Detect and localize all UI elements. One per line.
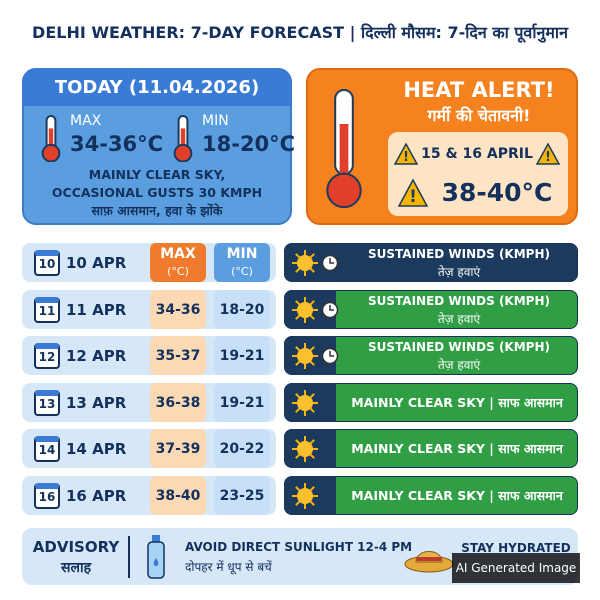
condition: MAINLY CLEAR SKY | साफ आसमान [351,395,563,410]
condition: MAINLY CLEAR SKY | साफ आसमान [351,441,563,456]
date: 16 APR [66,486,127,505]
today-summary: साफ़ आसमान, हवा के झोंके [91,202,223,218]
max-cell: 37-39 [150,429,206,468]
date: 14 APR [66,439,127,458]
thermometer-icon [41,115,61,162]
min-unit: (°C) [231,264,253,278]
condition: SUSTAINED WINDS (KMPH) [368,340,550,354]
clock-icon [321,347,339,365]
calendar-day: 13 [38,397,56,411]
min-header-cell [214,243,270,282]
calendar-day: 12 [38,350,56,364]
condition-hi: तेज़ हवाएं [437,311,481,326]
advisory-label: ADVISORY [32,538,120,556]
max-cell: 35-37 [150,336,206,375]
date: 11 APR [66,300,127,319]
max-cell: 36-38 [150,383,206,422]
date: 10 APR [66,253,127,272]
svg-text:!: ! [409,187,417,206]
bottle-icon [147,535,165,579]
max-header: MAX [160,246,196,262]
calendar-icon [34,483,60,509]
sun-icon [292,390,318,416]
calendar-icon [34,250,60,276]
calendar-day: 14 [38,443,56,457]
today-heading: TODAY (11.04.2026) [22,68,292,106]
calendar-icon [34,343,60,369]
sun-icon [292,297,318,323]
clock-icon [321,301,339,319]
warning-icon: ! [394,142,418,165]
min-value: 18-20°C [202,132,296,156]
svg-text:!: ! [545,150,551,165]
condition-hi: तेज़ हवाएं [437,264,481,279]
warning-icon: ! [536,142,560,165]
thermometer-icon [173,115,193,162]
alert-range: 38-40°C [441,177,553,207]
sun-icon [292,436,318,462]
sun-icon [292,483,318,509]
condition: SUSTAINED WINDS (KMPH) [368,294,550,308]
min-cell: 19-21 [214,383,270,422]
min-header: MIN [226,246,258,262]
condition: MAINLY CLEAR SKY | साफ आसमान [351,488,563,503]
condition-hi: तेज़ हवाएं [437,357,481,372]
alert-dates: 15 & 16 APRIL [421,146,533,162]
min-cell: 19-21 [214,336,270,375]
hat-icon [404,551,454,573]
svg-text:!: ! [403,150,409,165]
thermometer-icon [326,89,362,208]
calendar-day: 10 [38,257,56,271]
sun-icon [292,343,318,369]
calendar-day: 16 [38,490,56,504]
alert-heading: HEAT ALERT! [403,78,555,102]
max-label: MAX [70,113,102,129]
date: 12 APR [66,346,127,365]
max-header-cell [150,243,206,282]
min-cell: 18-20 [214,290,270,329]
calendar-icon [34,436,60,462]
divider [128,536,130,578]
calendar-day: 11 [38,304,56,318]
tip: STAY HYDRATED [461,541,571,555]
min-cell: 23-25 [214,476,270,515]
max-cell: 38-40 [150,476,206,515]
warning-icon: ! [398,178,428,207]
page-title: DELHI WEATHER: 7-DAY FORECAST | दिल्ली म… [32,23,568,42]
min-cell: 20-22 [214,429,270,468]
sun-icon [292,250,318,276]
tip-hi: दोपहर में धूप से बचें [185,559,272,574]
watermark: AI Generated Image [452,553,580,583]
max-unit: (°C) [167,264,189,278]
today-summary: OCCASIONAL GUSTS 30 KMPH [51,184,263,200]
advisory-label-hi: सलाह [60,559,92,576]
clock-icon [321,254,339,272]
max-cell: 34-36 [150,290,206,329]
alert-heading-hi: गर्मी की चेतावनी! [427,106,531,125]
today-summary: MAINLY CLEAR SKY, [88,166,226,182]
calendar-icon [34,297,60,323]
condition: SUSTAINED WINDS (KMPH) [368,247,550,261]
min-label: MIN [202,113,229,129]
date: 13 APR [66,393,127,412]
tip: AVOID DIRECT SUNLIGHT 12-4 PM [185,540,413,554]
calendar-icon [34,390,60,416]
max-value: 34-36°C [70,132,164,156]
